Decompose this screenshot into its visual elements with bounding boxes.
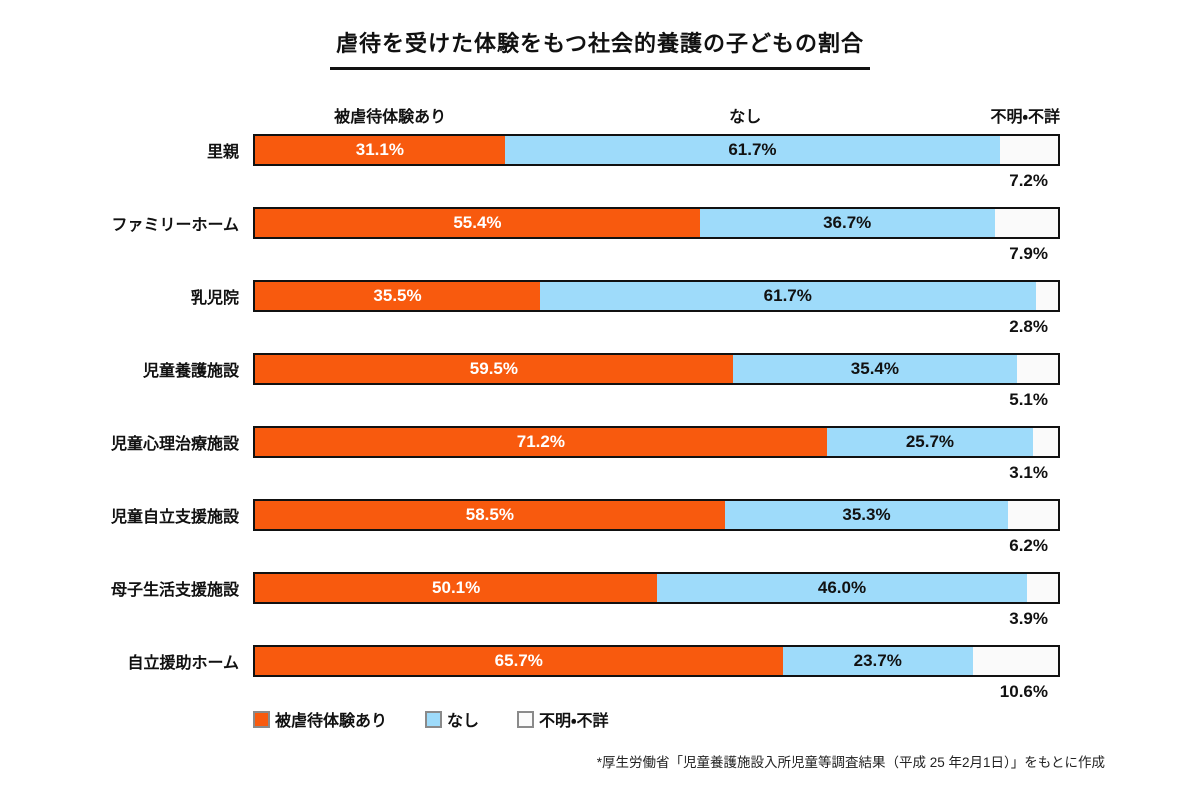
- legend-label-abused: 被虐待体験あり: [275, 713, 388, 730]
- unknown-value-label: 5.1%: [1009, 390, 1048, 409]
- row-label: 児童心理治療施設: [110, 436, 239, 453]
- bar-row: 母子生活支援施設 50.1% 46.0% 3.9%: [111, 572, 1060, 628]
- legend-item-unknown: 不明・不詳: [517, 707, 608, 731]
- unknown-value-label: 3.1%: [1009, 463, 1048, 482]
- legend-swatch-none: [425, 710, 443, 728]
- stacked-bar: 59.5% 35.4%: [253, 353, 1060, 385]
- segment-none: 36.7%: [699, 209, 995, 237]
- title-wrap: 虐待を受けた体験をもつ社会的養護の子どもの割合: [0, 26, 1200, 70]
- segment-abused: 59.5%: [255, 355, 733, 383]
- legend: 被虐待体験あり なし 不明・不詳: [253, 707, 608, 731]
- legend-item-abused: 被虐待体験あり: [253, 707, 387, 731]
- segment-none: 46.0%: [657, 574, 1027, 602]
- column-headers: 被虐待体験あり なし 不明・不詳: [253, 103, 1060, 126]
- row-label: ファミリーホーム: [111, 217, 239, 234]
- bar-row: 里親 31.1% 61.7% 7.2%: [207, 134, 1060, 190]
- stacked-bar: 71.2% 25.7%: [253, 426, 1060, 458]
- segment-unknown: [1000, 136, 1058, 164]
- segment-abused: 65.7%: [255, 647, 783, 675]
- legend-label-unknown: 不明・不詳: [539, 713, 609, 730]
- segment-none: 25.7%: [826, 428, 1034, 456]
- segment-abused: 35.5%: [255, 282, 541, 310]
- row-label: 児童自立支援施設: [110, 509, 239, 526]
- segment-unknown: [994, 209, 1058, 237]
- bar-row: 児童養護施設 59.5% 35.4% 5.1%: [143, 353, 1060, 409]
- segment-abused: 31.1%: [255, 136, 505, 164]
- row-label: 児童養護施設: [142, 363, 239, 380]
- segment-unknown: [972, 647, 1058, 675]
- chart-title: 虐待を受けた体験をもつ社会的養護の子どもの割合: [329, 26, 871, 70]
- row-label: 自立援助ホーム: [127, 655, 239, 672]
- segment-none: 35.4%: [732, 355, 1018, 383]
- row-label: 里親: [206, 144, 239, 161]
- legend-swatch-abused: [253, 710, 270, 728]
- legend-label-none: なし: [447, 713, 480, 730]
- segment-abused: 50.1%: [255, 574, 658, 602]
- unknown-value-label: 6.2%: [1009, 536, 1048, 555]
- unknown-value-label: 10.6%: [999, 682, 1048, 701]
- row-label: 母子生活支援施設: [110, 582, 239, 599]
- column-header-unknown: 不明・不詳: [990, 109, 1060, 126]
- segment-none: 61.7%: [504, 136, 1001, 164]
- column-header-none: なし: [729, 109, 762, 126]
- bar-row: 自立援助ホーム 65.7% 23.7% 10.6%: [127, 645, 1060, 701]
- unknown-value-label: 2.8%: [1009, 317, 1048, 336]
- unknown-value-label: 7.2%: [1009, 171, 1048, 190]
- stacked-bar: 65.7% 23.7%: [253, 645, 1060, 677]
- unknown-value-label: 3.9%: [1009, 609, 1048, 628]
- stacked-bar: 55.4% 36.7%: [253, 207, 1060, 239]
- column-header-abused: 被虐待体験あり: [334, 109, 447, 126]
- stacked-bar: 31.1% 61.7%: [253, 134, 1060, 166]
- segment-abused: 55.4%: [255, 209, 700, 237]
- segment-unknown: [1017, 355, 1058, 383]
- segment-abused: 71.2%: [255, 428, 827, 456]
- legend-item-none: なし: [425, 707, 479, 731]
- segment-none: 35.3%: [724, 501, 1009, 529]
- stacked-bar: 35.5% 61.7%: [253, 280, 1060, 312]
- chart-rows: 里親 31.1% 61.7% 7.2% ファミリーホーム 55.4% 36.7%…: [111, 134, 1060, 718]
- bar-row: 児童自立支援施設 58.5% 35.3% 6.2%: [111, 499, 1060, 555]
- segment-unknown: [1026, 574, 1058, 602]
- row-label: 乳児院: [190, 290, 239, 307]
- segment-unknown: [1008, 501, 1058, 529]
- bar-row: 児童心理治療施設 71.2% 25.7% 3.1%: [111, 426, 1060, 482]
- segment-unknown: [1035, 282, 1058, 310]
- segment-none: 23.7%: [782, 647, 973, 675]
- source-footnote: *厚生労働省「児童養護施設入所児童等調査結果（平成 25 年2月1日）」をもとに…: [596, 755, 1105, 770]
- legend-swatch-unknown: [517, 710, 535, 728]
- segment-none: 61.7%: [540, 282, 1036, 310]
- bar-row: ファミリーホーム 55.4% 36.7% 7.9%: [111, 207, 1060, 263]
- segment-unknown: [1033, 428, 1058, 456]
- unknown-value-label: 7.9%: [1009, 244, 1048, 263]
- stacked-bar: 58.5% 35.3%: [253, 499, 1060, 531]
- segment-abused: 58.5%: [255, 501, 725, 529]
- bar-row: 乳児院 35.5% 61.7% 2.8%: [191, 280, 1060, 336]
- stacked-bar: 50.1% 46.0%: [253, 572, 1060, 604]
